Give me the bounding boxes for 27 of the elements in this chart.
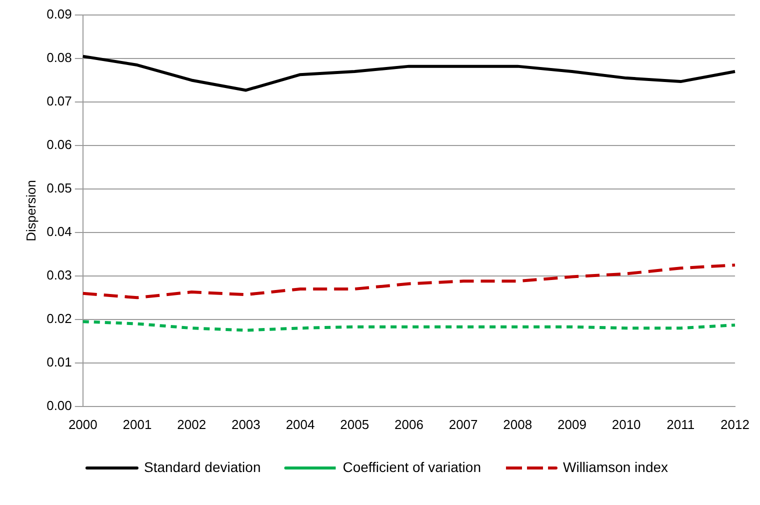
y-axis-title: Dispersion — [23, 180, 38, 242]
x-tick-label: 2004 — [286, 416, 315, 432]
y-tick-label: 0.08 — [46, 50, 72, 66]
x-tick-label: 2009 — [558, 416, 586, 432]
x-tick-label: 2002 — [177, 416, 206, 432]
y-tick-label: 0.00 — [46, 398, 72, 413]
x-tick-label: 2012 — [720, 416, 750, 432]
x-tick-label: 2010 — [612, 416, 641, 432]
x-tick-label: 2006 — [394, 416, 424, 432]
x-tick-label: 2001 — [122, 416, 152, 432]
x-tick-label: 2003 — [231, 416, 260, 432]
x-tick-label: 2007 — [448, 416, 478, 432]
y-tick-label: 0.01 — [46, 354, 72, 370]
x-tick-label: 2000 — [68, 416, 98, 432]
legend-label: Standard deviation — [144, 458, 261, 475]
y-tick-label: 0.02 — [46, 311, 72, 326]
legend-label: Coefficient of variation — [342, 458, 481, 475]
y-tick-label: 0.04 — [46, 224, 72, 240]
x-tick-label: 2008 — [503, 416, 532, 432]
legend-label: Williamson index — [562, 458, 668, 475]
y-tick-label: 0.09 — [46, 6, 72, 22]
y-tick-label: 0.07 — [46, 94, 72, 109]
y-tick-label: 0.05 — [46, 180, 72, 196]
x-tick-label: 2011 — [666, 416, 695, 432]
x-tick-label: 2005 — [340, 416, 370, 432]
y-tick-label: 0.06 — [46, 137, 72, 152]
y-tick-label: 0.03 — [46, 268, 72, 283]
